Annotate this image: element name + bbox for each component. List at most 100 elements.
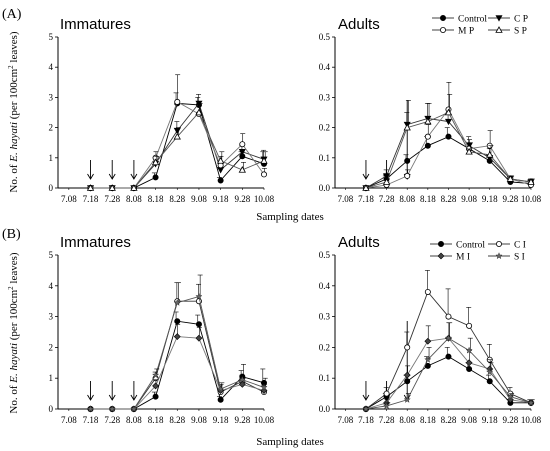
data-point [424,337,432,345]
x-tick-label: 8.28 [441,415,457,425]
legend-label: M P [458,27,474,37]
data-point [466,322,473,329]
chart-title: Immatures [60,16,131,33]
data-point [444,334,453,342]
data-point [130,405,138,413]
legend-label: C P [514,15,528,25]
y-axis-label-b: No. of E. hayati (per 100cm2 leaves) [7,252,20,413]
x-tick-label: 7.28 [379,415,395,425]
chart-title: Adults [338,16,380,33]
x-tick-label: 9.28 [234,194,250,204]
x-tick-label: 7.28 [104,194,120,204]
series-m-i [87,323,268,413]
chart-title: Immatures [60,234,131,251]
treatment-arrow [108,381,116,401]
y-tick-label: 0 [49,183,54,193]
x-axis-label-b: Sampling dates [256,436,324,448]
data-point [362,184,370,191]
y-tick-label: 3 [49,92,54,102]
data-point [486,378,493,385]
y-tick-label: 0.2 [319,342,330,352]
y-tick-label: 0 [49,404,54,414]
x-tick-label: 10.08 [254,194,275,204]
data-point [383,390,390,397]
data-point [130,184,138,191]
data-point [216,156,225,164]
chart-title: Adults [338,234,380,251]
series-s-p [362,94,535,191]
x-tick-label: 8.18 [148,194,164,204]
series-line [90,101,265,189]
data-point [108,184,116,191]
x-tick-label: 8.18 [420,415,436,425]
data-point [260,171,267,178]
y-tick-label: 0.4 [319,281,331,291]
x-tick-label: 8.18 [420,194,436,204]
arrow-head [108,394,116,401]
data-point [403,395,411,403]
legend-marker [495,26,503,33]
legend: Control C P M P S P [432,15,528,37]
treatment-arrow [130,381,138,401]
legend-marker [495,252,503,260]
y-tick-label: 0.5 [319,250,331,260]
x-tick-label: 8.08 [126,194,142,204]
data-point [424,288,431,295]
series-s-i [86,274,268,413]
treatment-arrow [130,160,138,180]
data-point [404,378,411,385]
data-point [108,405,116,413]
legend-label: Control [456,241,485,251]
series-line [90,102,265,189]
legend-label: M I [456,253,470,263]
x-axis-label-a: Sampling dates [256,211,324,223]
data-point [86,405,95,413]
data-point [173,298,182,306]
x-tick-label: 9.08 [191,194,207,204]
chart-panel-b-immatures: Immatures 0 1 2 3 4 5 7.08 7.18 7.28 8.08 8.18 8.28 9… [49,234,275,425]
x-tick-label: 9.08 [461,194,477,204]
x-tick-label: 7.08 [337,194,353,204]
y-axis-label-a: No. of E. hayati (per 100cm2 leaves) [7,31,20,192]
treatment-arrow [108,160,116,180]
data-point [527,178,535,185]
data-point [238,166,246,173]
data-point [152,174,159,181]
y-tick-label: 5 [49,32,54,42]
data-point [174,98,181,105]
legend-label: S I [514,253,525,263]
arrow-head [87,394,94,401]
x-tick-label: 9.18 [482,194,498,204]
treatment-arrow [87,160,94,180]
data-point [404,344,411,351]
x-tick-label: 7.28 [104,415,120,425]
series-control [87,92,267,191]
data-point [465,346,473,354]
x-tick-label: 7.18 [358,194,374,204]
series-line [90,111,265,189]
data-point [173,333,181,341]
data-point [444,108,453,116]
y-tick-label: 4 [49,62,54,72]
panel-a-label: (A) [2,7,22,22]
y-tick-label: 3 [49,312,54,322]
x-tick-label: 7.18 [83,415,99,425]
arrow-head [130,173,138,180]
data-point [260,156,268,164]
legend-marker [437,252,445,260]
y-tick-label: 4 [49,281,54,291]
x-tick-label: 7.08 [61,415,77,425]
x-tick-label: 7.18 [83,194,99,204]
x-tick-label: 9.28 [502,415,518,425]
data-point [195,321,202,328]
data-point [445,353,452,360]
data-point [465,147,473,155]
x-tick-label: 10.08 [521,415,542,425]
x-tick-label: 8.28 [441,194,457,204]
series-s-p [86,103,268,191]
treatment-arrow [362,160,370,180]
x-tick-label: 7.08 [61,194,77,204]
y-tick-label: 0.0 [319,404,331,414]
data-point [506,175,515,182]
